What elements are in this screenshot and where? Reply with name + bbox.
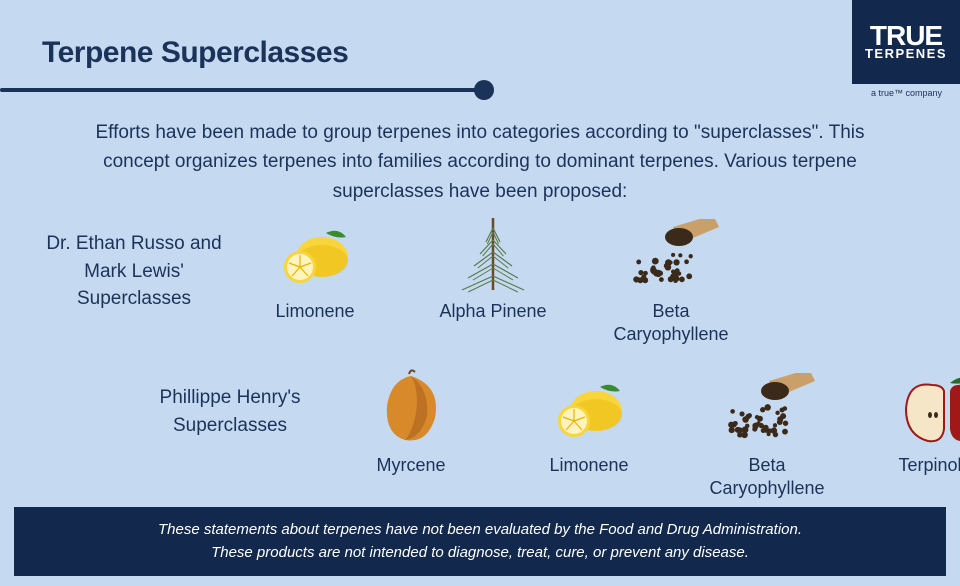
terpene-caption: Limonene [549, 454, 628, 477]
title-rule [0, 88, 482, 92]
terpene-item: Limonene [514, 368, 664, 501]
terpene-item: Limonene [240, 214, 390, 347]
row2-items: Myrcene Limonene Beta Caryophyllene Terp… [336, 368, 960, 501]
footer-line2: These products are not intended to diagn… [34, 542, 926, 565]
terpene-caption: Limonene [275, 300, 354, 323]
pepper-icon [621, 214, 721, 294]
row2-label: Phillippe Henry's Superclasses [142, 368, 318, 439]
pine-icon [443, 214, 543, 294]
terpene-item: Beta Caryophyllene [596, 214, 746, 347]
terpene-item: Beta Caryophyllene [692, 368, 842, 501]
terpene-item: Myrcene [336, 368, 486, 501]
title-rule-dot [474, 80, 494, 100]
terpene-caption: Terpinolene [898, 454, 960, 477]
page-title: Terpene Superclasses [42, 36, 348, 70]
logo-line2: TERPENES [865, 46, 947, 61]
lemon-icon [539, 368, 639, 448]
terpene-caption: Beta Caryophyllene [692, 454, 842, 501]
logo-subline: a true™ company [871, 88, 942, 98]
intro-text: Efforts have been made to group terpenes… [68, 118, 892, 206]
mango-icon [361, 368, 461, 448]
row1-items: Limonene Alpha Pine [240, 214, 746, 347]
lemon-icon [265, 214, 365, 294]
pepper-icon [717, 368, 817, 448]
terpene-item: Terpinolene [870, 368, 960, 501]
superclass-row-1: Dr. Ethan Russo and Mark Lewis' Supercla… [46, 214, 746, 347]
apple-icon [895, 368, 960, 448]
row1-label: Dr. Ethan Russo and Mark Lewis' Supercla… [46, 214, 222, 313]
logo-line1: TRUE [870, 23, 942, 48]
footer-line1: These statements about terpenes have not… [34, 519, 926, 542]
terpene-caption: Myrcene [376, 454, 445, 477]
terpene-caption: Alpha Pinene [439, 300, 546, 323]
terpene-caption: Beta Caryophyllene [596, 300, 746, 347]
brand-logo: TRUE TERPENES [852, 0, 960, 84]
terpene-item: Alpha Pinene [418, 214, 568, 347]
superclass-row-2: Phillippe Henry's Superclasses Myrcene L… [142, 368, 960, 501]
disclaimer-footer: These statements about terpenes have not… [14, 507, 946, 576]
